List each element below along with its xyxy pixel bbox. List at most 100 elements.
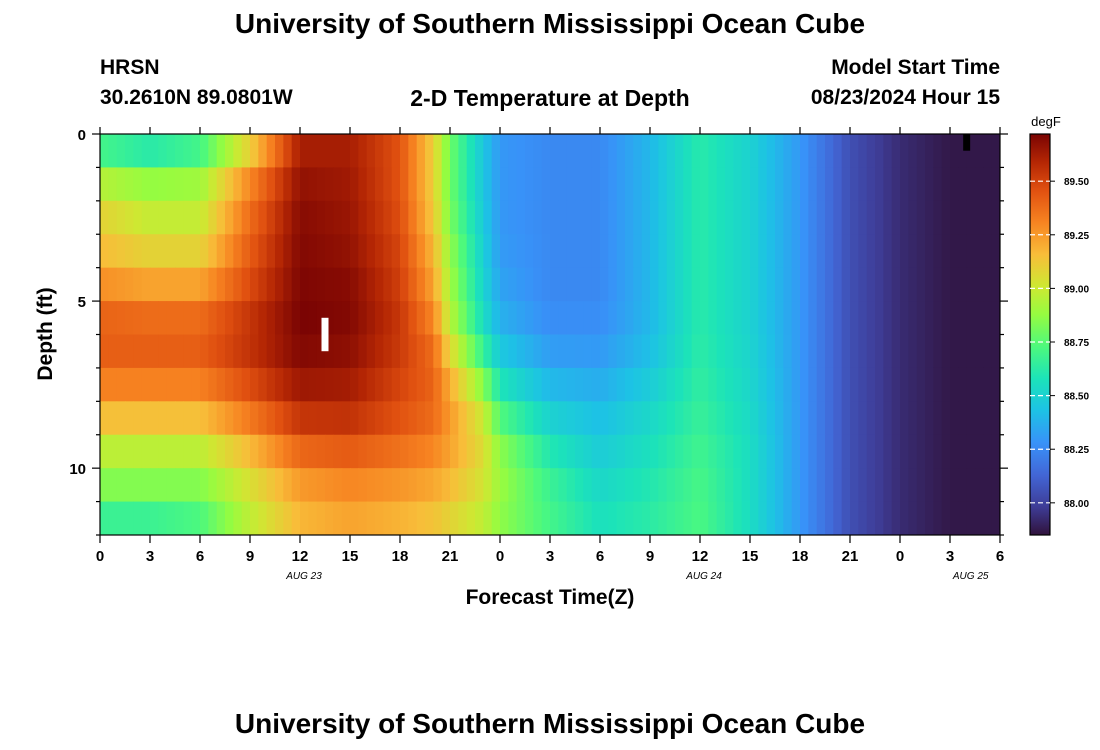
heatmap-cell — [866, 501, 876, 535]
heatmap-cell — [500, 234, 509, 269]
heatmap-cell — [516, 267, 526, 302]
heatmap-cell — [366, 401, 376, 436]
heatmap-cell — [491, 267, 501, 302]
heatmap-cell — [450, 401, 459, 436]
heatmap-cell — [566, 200, 576, 235]
heatmap-cell — [400, 501, 409, 535]
heatmap-cell — [791, 468, 801, 503]
heatmap-cell — [425, 234, 434, 269]
heatmap-cell — [233, 501, 243, 535]
station-coordinates: 30.2610N 89.0801W — [100, 86, 293, 109]
heatmap-cell — [691, 267, 701, 302]
station-name: HRSN — [100, 56, 160, 79]
heatmap-cell — [766, 367, 776, 402]
heatmap-cell — [291, 434, 301, 469]
heatmap-cell — [566, 167, 576, 202]
heatmap-cell — [350, 434, 359, 469]
heatmap-cell — [366, 468, 376, 503]
heatmap-cell — [858, 134, 868, 169]
heatmap-cell — [141, 134, 151, 169]
heatmap-cell — [883, 501, 893, 535]
y-axis-label: Depth (ft) — [34, 287, 57, 380]
heatmap-cell — [841, 501, 851, 535]
heatmap-cell — [116, 367, 126, 402]
heatmap-cell — [750, 200, 759, 235]
heatmap-cell — [941, 434, 951, 469]
heatmap-cell — [616, 367, 626, 402]
heatmap-cell — [641, 200, 651, 235]
heatmap-cell — [566, 234, 576, 269]
heatmap-cell — [350, 334, 359, 369]
heatmap-cell — [158, 334, 168, 369]
heatmap-cell — [200, 401, 209, 436]
heatmap-cell — [525, 267, 534, 302]
heatmap-cell — [766, 434, 776, 469]
heatmap-cell — [225, 301, 234, 336]
heatmap-cell — [591, 501, 601, 535]
heatmap-cell — [808, 134, 818, 169]
heatmap-cell — [300, 167, 309, 202]
heatmap-cell — [916, 167, 926, 202]
heatmap-cell — [433, 501, 443, 535]
heatmap-cell — [533, 234, 543, 269]
heatmap-cell — [200, 434, 209, 469]
heatmap-cell — [758, 468, 768, 503]
heatmap-cell — [775, 200, 784, 235]
heatmap-cell — [216, 234, 226, 269]
heatmap-cell — [683, 367, 693, 402]
heatmap-cell — [166, 501, 176, 535]
heatmap-cell — [433, 301, 443, 336]
heatmap-cell — [316, 468, 326, 503]
heatmap-cell — [833, 200, 843, 235]
heatmap-cell — [150, 334, 159, 369]
heatmap-cell — [900, 501, 909, 535]
heatmap-cell — [558, 401, 568, 436]
heatmap-cell — [733, 134, 743, 169]
heatmap-cell — [558, 468, 568, 503]
heatmap-cell — [516, 367, 526, 402]
heatmap-cell — [133, 134, 143, 169]
heatmap-cell — [433, 367, 443, 402]
heatmap-cell — [408, 234, 418, 269]
heatmap-cell — [266, 301, 276, 336]
heatmap-cell — [716, 367, 726, 402]
heatmap-cell — [283, 501, 293, 535]
heatmap-marker — [321, 317, 329, 352]
heatmap-cell — [441, 468, 451, 503]
heatmap-cell — [633, 501, 643, 535]
heatmap-cell — [966, 501, 976, 535]
heatmap-cell — [400, 200, 409, 235]
heatmap-cell — [716, 267, 726, 302]
heatmap-cell — [108, 134, 118, 169]
heatmap-cell — [141, 234, 151, 269]
heatmap-cell — [675, 468, 684, 503]
heatmap-cell — [625, 334, 634, 369]
heatmap-cell — [400, 468, 409, 503]
heatmap-cell — [216, 267, 226, 302]
heatmap-cell — [641, 167, 651, 202]
heatmap-cell — [558, 434, 568, 469]
heatmap-cell — [675, 301, 684, 336]
heatmap-cell — [408, 434, 418, 469]
heatmap-cell — [516, 501, 526, 535]
heatmap-cell — [600, 468, 609, 503]
x-tick-label: 6 — [196, 548, 204, 565]
heatmap-cell — [258, 200, 268, 235]
heatmap-cell — [441, 301, 451, 336]
heatmap-cell — [650, 167, 659, 202]
heatmap-cell — [891, 401, 901, 436]
heatmap-cell — [708, 200, 718, 235]
heatmap-cell — [491, 200, 501, 235]
heatmap-cell — [358, 367, 368, 402]
heatmap-cell — [216, 167, 226, 202]
heatmap-cell — [875, 267, 884, 302]
heatmap-cell — [633, 234, 643, 269]
heatmap-cell — [508, 301, 518, 336]
heatmap-cell — [158, 200, 168, 235]
heatmap-cell — [125, 167, 134, 202]
heatmap-cell — [866, 167, 876, 202]
heatmap-cell — [258, 434, 268, 469]
heatmap-cell — [808, 334, 818, 369]
heatmap-cell — [300, 434, 309, 469]
y-axis: 0 5 10 — [69, 127, 1008, 536]
